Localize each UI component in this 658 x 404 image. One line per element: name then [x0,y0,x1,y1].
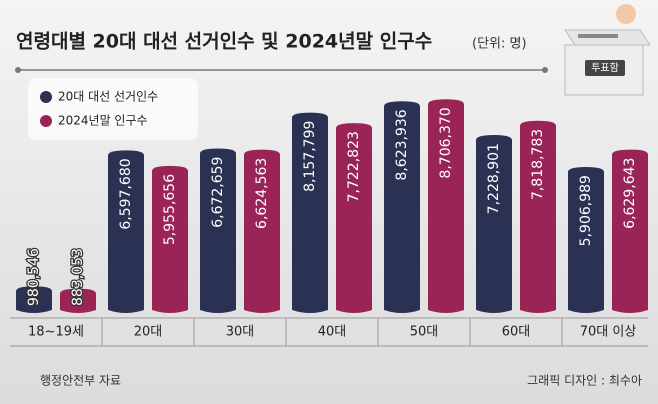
legend-label: 2024년말 인구수 [58,114,148,128]
source: 행정안전부 자료 [40,373,121,388]
x-tick-label: 30대 [226,325,255,340]
value-label: 7,228,901 [486,143,502,214]
x-tick-label: 18~19세 [28,325,84,340]
bar [244,149,280,313]
bar [428,99,464,313]
bar [108,150,144,313]
bar [568,167,604,313]
legend-box [28,78,198,140]
value-label: 8,706,370 [438,107,454,178]
value-label: 980,546 [26,248,42,306]
value-label: 6,624,563 [254,158,270,229]
rule-dot [15,67,21,73]
bar [336,123,372,313]
bar [16,286,52,313]
legend-label: 20대 대선 선거인수 [58,90,158,104]
rule-dot [542,67,548,73]
x-tick-label: 20대 [134,325,163,340]
value-label: 883,053 [70,248,86,306]
value-label: 6,597,680 [118,158,134,229]
value-label: 6,629,643 [622,158,638,229]
bar [60,288,96,313]
x-tick-label: 50대 [410,325,439,340]
legend-swatch [40,91,52,103]
bar [152,165,188,313]
bar [612,149,648,313]
credit: 그래픽 디자인 : 최수아 [527,374,642,388]
value-label: 8,157,799 [302,121,318,192]
chart-title: 연령대별 20대 대선 선거인수 및 2024년말 인구수 [16,31,432,53]
value-label: 8,623,936 [394,109,410,180]
value-label: 5,955,656 [162,174,178,245]
x-tick-label: 40대 [318,325,347,340]
legend-swatch [40,115,52,127]
bar [476,135,512,313]
value-label: 6,672,659 [210,157,226,228]
value-label: 7,722,823 [346,131,362,202]
bar [200,148,236,313]
value-label: 5,906,989 [578,175,594,246]
x-tick-label: 60대 [502,325,531,340]
value-label: 7,818,783 [530,129,546,200]
ballot-box: 투표함 [564,4,651,96]
bar [384,101,420,313]
bar [520,120,556,313]
chart-subtitle: (단위: 명) [472,37,527,52]
x-tick-label: 70대 이상 [580,325,637,340]
bar [292,112,328,313]
ballot-box-label: 투표함 [591,62,619,74]
